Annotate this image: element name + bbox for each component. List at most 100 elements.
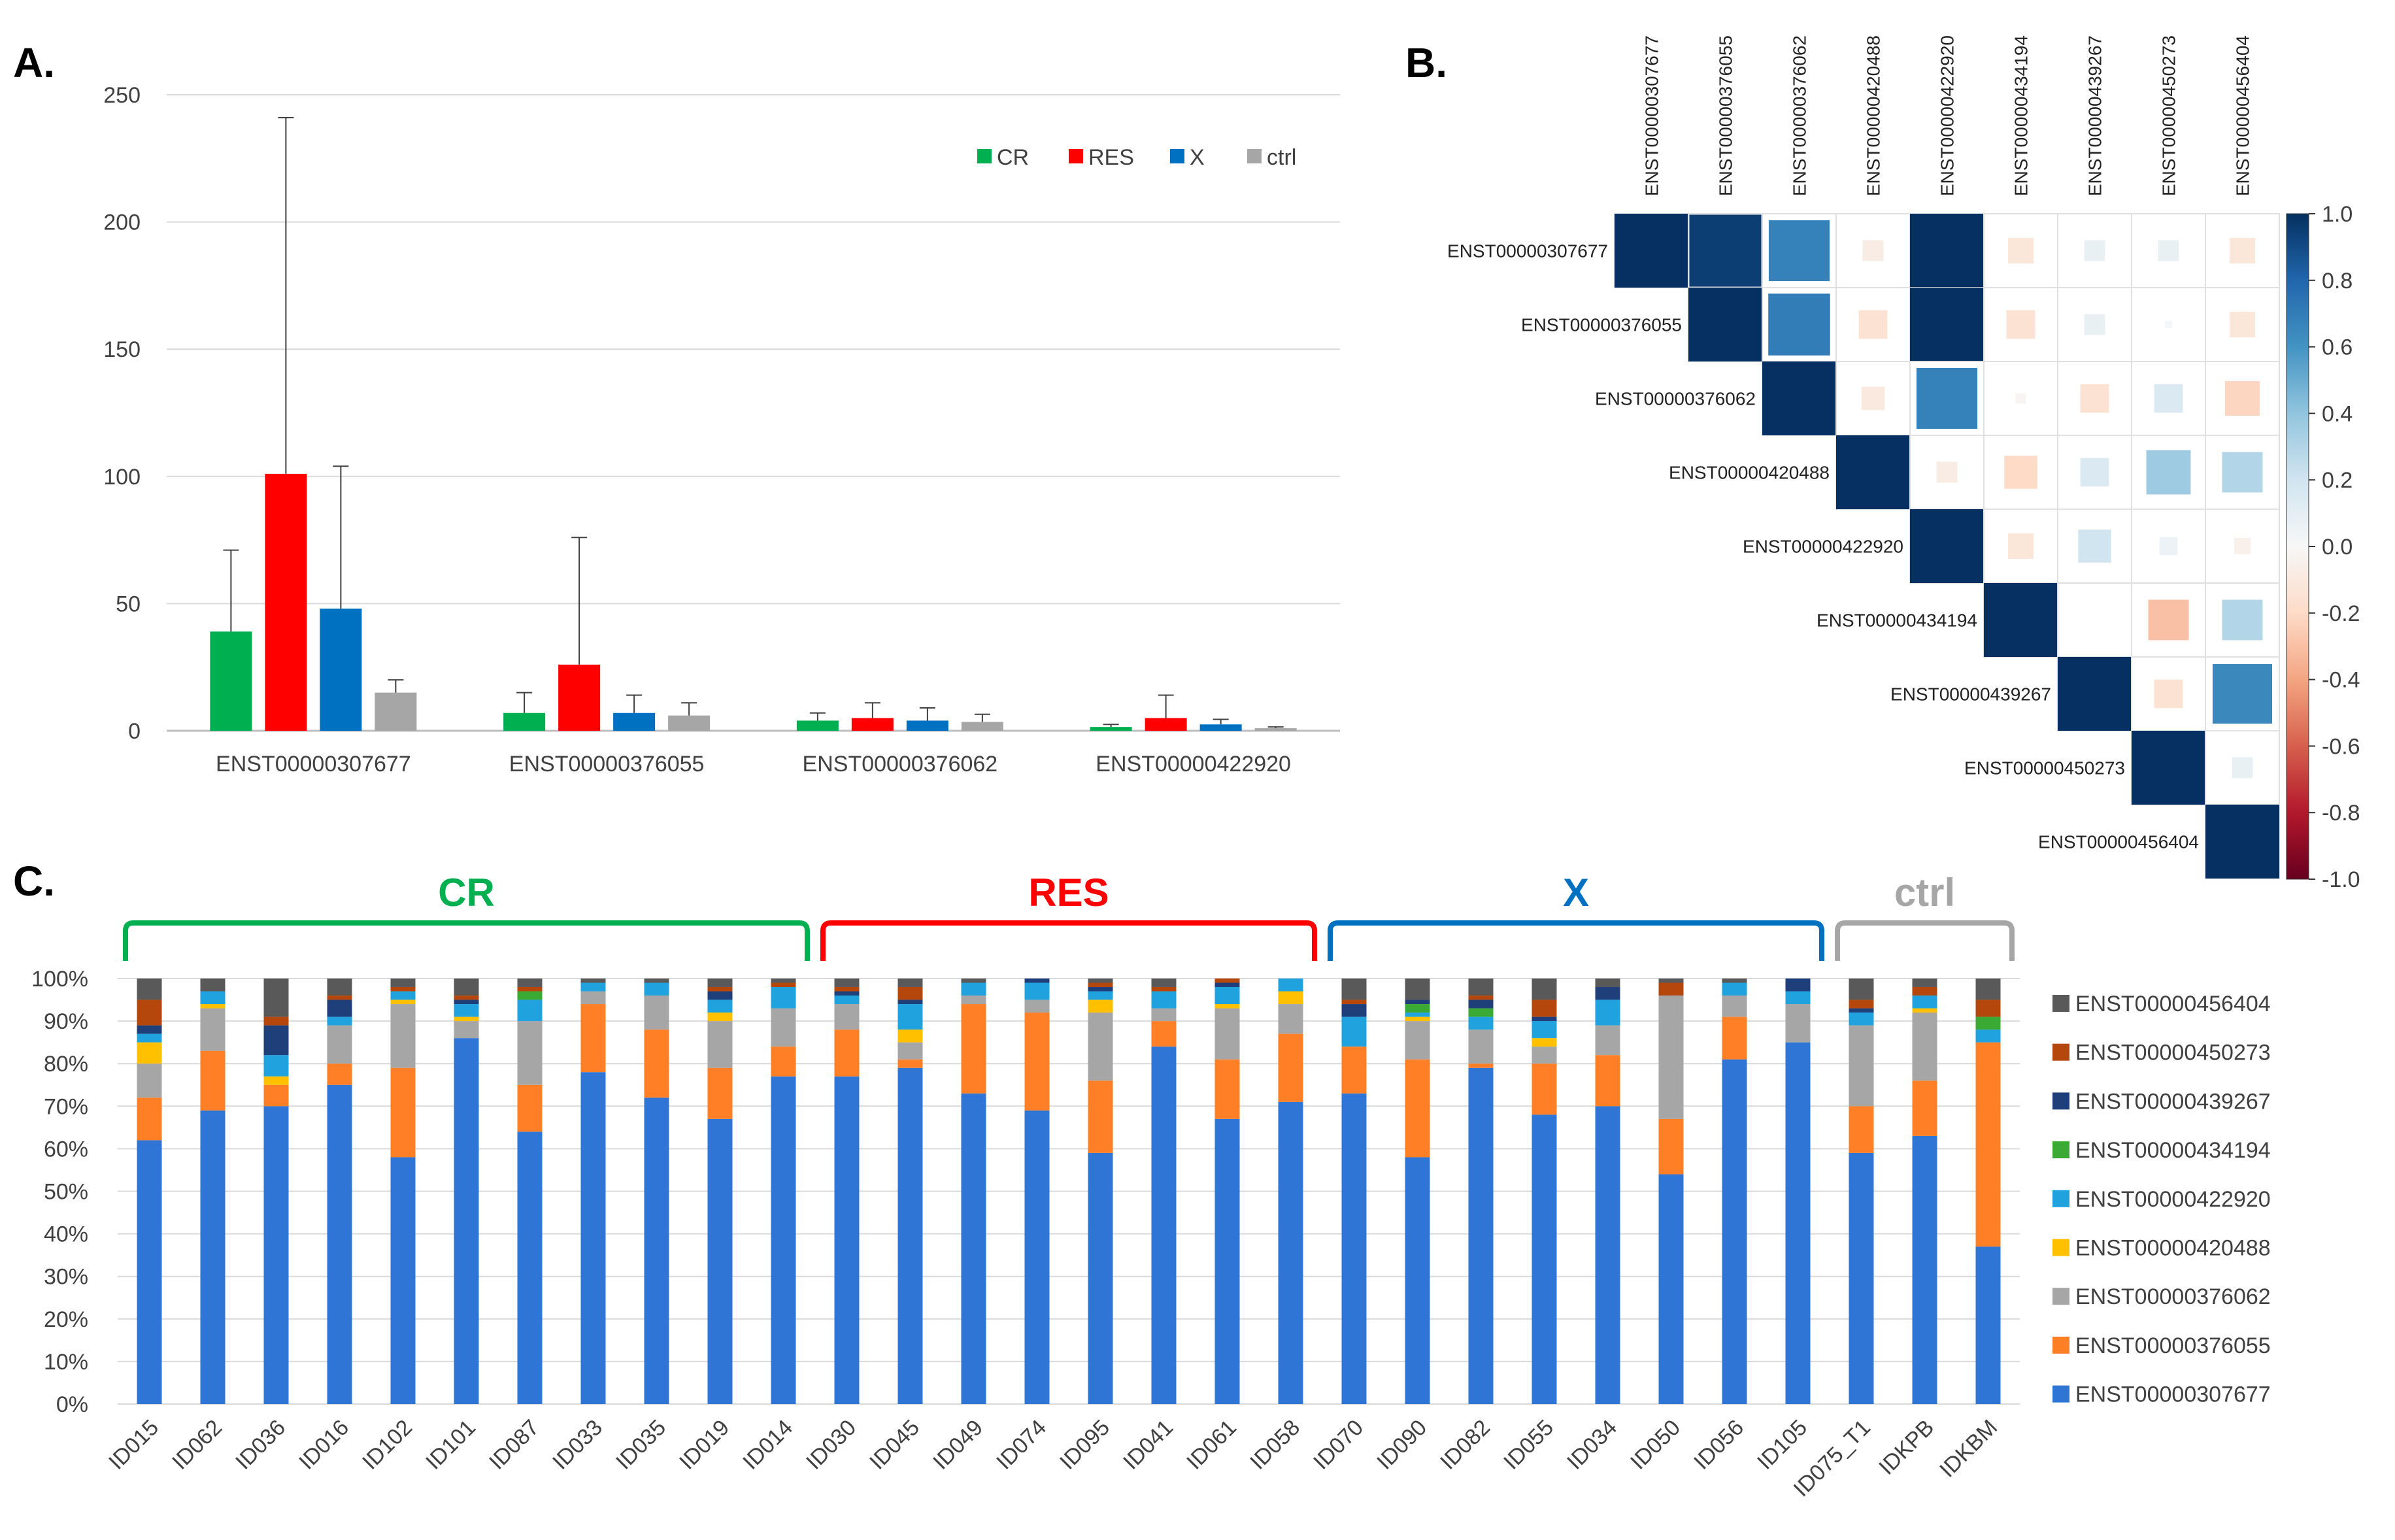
x-category-label: ENST00000422920	[1096, 752, 1291, 777]
stack-segment-ENST00000376062	[1088, 1013, 1113, 1081]
stack-segment-ENST00000376055	[1278, 1033, 1303, 1102]
stack-segment-ENST00000439267	[137, 1025, 162, 1034]
stack-segment-ENST00000450273	[137, 999, 162, 1026]
legend-swatch-ctrl	[1247, 149, 1262, 163]
column-label: ENST00000376055	[1716, 35, 1736, 196]
colorbar-tick-label: 0.2	[2322, 468, 2353, 493]
heatmap-cell	[1916, 367, 1978, 429]
stack-segment-ENST00000450273	[390, 987, 416, 992]
stack-segment-ENST00000450273	[1214, 979, 1240, 983]
stack-segment-ENST00000422920	[1468, 1016, 1494, 1030]
legend-swatch-ENST00000450273	[2052, 1043, 2069, 1061]
stack-segment-ENST00000456404	[200, 979, 226, 992]
stack-segment-ENST00000456404	[137, 979, 162, 1000]
stack-segment-ENST00000376062	[1214, 1008, 1240, 1060]
stack-segment-ENST00000307677	[1975, 1247, 2001, 1404]
stack-segment-ENST00000439267	[1532, 1016, 1557, 1022]
heatmap-cell-bg	[2057, 582, 2132, 658]
stack-segment-ENST00000376055	[897, 1059, 923, 1068]
stack-segment-ENST00000439267	[1024, 979, 1050, 983]
heatmap-cell	[2132, 731, 2205, 805]
heatmap-cell	[1984, 583, 2058, 657]
legend-swatch-ENST00000307677	[2052, 1385, 2069, 1403]
stack-segment-ENST00000420488	[454, 1016, 479, 1022]
stack-segment-ENST00000376062	[1658, 996, 1684, 1119]
x-category-label: ID034	[1562, 1415, 1622, 1475]
x-category-label: ID041	[1118, 1415, 1178, 1475]
stack-segment-ENST00000450273	[1532, 999, 1557, 1017]
heatmap-cell	[2080, 384, 2109, 413]
stack-segment-ENST00000439267	[1088, 987, 1113, 992]
stack-segment-ENST00000307677	[1278, 1101, 1303, 1404]
stack-segment-ENST00000422920	[327, 1016, 352, 1026]
x-category-label: ID055	[1499, 1415, 1558, 1475]
stack-segment-ENST00000422920	[1849, 1013, 1874, 1026]
stack-segment-ENST00000456404	[1658, 979, 1684, 983]
stack-segment-ENST00000376062	[1405, 1021, 1430, 1060]
colorbar-tick-label: -0.6	[2322, 734, 2360, 759]
colorbar-tick-label: -0.4	[2322, 668, 2360, 693]
heatmap-cell	[2007, 237, 2034, 264]
heatmap-cell	[2212, 663, 2273, 724]
row-label: ENST00000376062	[1595, 389, 1756, 409]
stack-segment-ENST00000420488	[263, 1076, 289, 1085]
row-label: ENST00000422920	[1743, 537, 1903, 557]
heatmap-cell	[1910, 509, 1984, 583]
legend-label: ENST00000450273	[2075, 1041, 2271, 1065]
row-label: ENST00000450273	[1964, 758, 2125, 778]
stack-segment-ENST00000422920	[1785, 991, 1811, 1005]
stack-segment-ENST00000307677	[707, 1118, 733, 1404]
stack-segment-ENST00000307677	[834, 1076, 860, 1404]
x-category-label: ENST00000376055	[509, 752, 705, 777]
legend-label: ENST00000422920	[2075, 1187, 2271, 1212]
x-category-label: IDKBM	[1935, 1415, 2002, 1482]
group-bracket-CR	[123, 920, 810, 961]
heatmap-cell	[1910, 214, 1984, 288]
stack-segment-ENST00000422920	[961, 982, 986, 996]
y-tick-label: 100%	[31, 967, 88, 992]
stack-segment-ENST00000307677	[390, 1157, 416, 1404]
legend-label-CR: CR	[997, 145, 1029, 170]
stack-segment-ENST00000307677	[1468, 1067, 1494, 1404]
stack-segment-ENST00000307677	[771, 1076, 796, 1404]
heatmap-cell	[2154, 384, 2183, 413]
bar-CR-ENST00000422920	[1090, 727, 1132, 731]
stack-segment-ENST00000376055	[137, 1097, 162, 1141]
stack-segment-ENST00000450273	[897, 987, 923, 1000]
stack-segment-ENST00000376055	[1468, 1063, 1494, 1068]
x-category-label: ID035	[611, 1415, 671, 1475]
stack-segment-ENST00000376062	[897, 1042, 923, 1060]
stack-segment-ENST00000456404	[771, 979, 796, 983]
legend-label: ENST00000456404	[2075, 992, 2271, 1016]
panel-a-label: A.	[13, 39, 55, 86]
stack-segment-ENST00000376062	[644, 996, 669, 1030]
stack-segment-ENST00000450273	[454, 996, 479, 1000]
stack-segment-ENST00000376062	[1595, 1025, 1620, 1056]
heatmap-cell	[1768, 220, 1830, 282]
colorbar-tick-label: -0.8	[2322, 801, 2360, 826]
x-category-label: ID058	[1245, 1415, 1305, 1475]
stack-segment-ENST00000439267	[1214, 982, 1240, 988]
stack-segment-ENST00000307677	[1658, 1174, 1684, 1404]
stack-segment-ENST00000422920	[1088, 991, 1113, 1000]
y-tick-label: 150	[103, 337, 141, 362]
stack-segment-ENST00000450273	[834, 987, 860, 992]
stack-segment-ENST00000376062	[390, 1004, 416, 1068]
stack-segment-ENST00000422920	[707, 999, 733, 1013]
stack-segment-ENST00000422920	[1024, 982, 1050, 1000]
stack-segment-ENST00000422920	[644, 982, 669, 996]
stack-segment-ENST00000422920	[137, 1033, 162, 1043]
x-category-label: ID087	[484, 1415, 544, 1475]
stack-segment-ENST00000456404	[1088, 979, 1113, 983]
heatmap-cell	[2084, 240, 2105, 261]
stack-segment-ENST00000456404	[454, 979, 479, 996]
stack-segment-ENST00000456404	[1341, 979, 1367, 1000]
stack-segment-ENST00000376062	[707, 1021, 733, 1068]
stack-segment-ENST00000434194	[517, 991, 543, 1000]
bar-X-ENST00000376062	[906, 720, 948, 731]
stack-segment-ENST00000450273	[327, 996, 352, 1000]
stack-segment-ENST00000450273	[1088, 982, 1113, 988]
bar-CR-ENST00000307677	[210, 631, 252, 731]
y-tick-label: 50	[116, 592, 141, 616]
heatmap-cell	[1910, 288, 1984, 361]
